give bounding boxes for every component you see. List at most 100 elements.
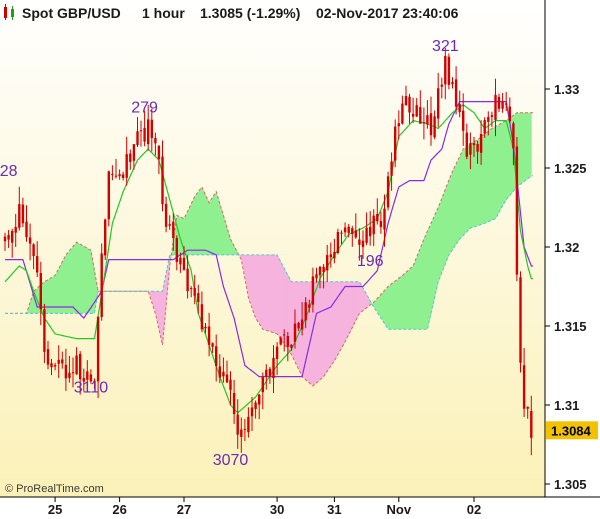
candle-body: [386, 176, 390, 208]
candle-body: [64, 364, 68, 379]
candle-body: [315, 274, 318, 279]
candle-body: [68, 372, 71, 378]
cloud-segment: [90, 250, 95, 314]
candle-body: [458, 104, 461, 113]
timeframe-label: 1 hour: [142, 5, 185, 21]
candle-body: [408, 96, 411, 113]
cloud-segment: [477, 136, 482, 226]
quote-label: 1.3085 (-1.29%): [200, 5, 300, 21]
cloud-segment: [506, 118, 511, 200]
cloud-segment: [252, 254, 256, 319]
last-price-label: 1.3084: [551, 423, 592, 438]
cloud-segment: [94, 270, 99, 314]
cloud-segment: [62, 254, 67, 314]
candle-body: [447, 56, 451, 85]
candle-body: [376, 213, 379, 222]
candle-body: [347, 226, 350, 233]
candle-body: [369, 226, 372, 237]
candle-body: [505, 103, 508, 105]
senkou-span-lines: [5, 112, 533, 387]
candle-body: [526, 406, 529, 409]
candle-body: [25, 221, 28, 238]
candle-body: [437, 88, 440, 119]
candle-body: [222, 371, 225, 377]
time-tick-label: 26: [112, 502, 126, 517]
candle-body: [462, 110, 465, 131]
candle-body: [240, 429, 243, 437]
cloud-segment: [87, 248, 92, 314]
candle-body: [487, 117, 490, 122]
candle-body: [7, 234, 10, 240]
candle-body: [129, 153, 132, 162]
cloud-segment: [205, 194, 210, 255]
time-tick-label: 27: [177, 502, 191, 517]
candle-body: [465, 132, 468, 157]
cloud-segment: [269, 254, 274, 333]
cloud-segment: [302, 281, 307, 380]
candle-body: [96, 316, 100, 382]
cloud-segment: [481, 134, 486, 225]
cloud-segment: [416, 248, 421, 330]
candle-body: [46, 349, 50, 365]
candle-body: [283, 334, 286, 336]
candle-body: [211, 343, 214, 347]
cloud-segment: [219, 203, 224, 255]
candle-body: [279, 337, 282, 345]
candle-body: [100, 253, 103, 317]
cloud-segment: [409, 266, 414, 330]
candle-body: [519, 277, 522, 363]
candle-body: [243, 428, 247, 430]
candle-body: [479, 134, 483, 153]
candle-body: [490, 115, 494, 117]
candle-body: [79, 354, 82, 380]
cloud-segment: [216, 191, 221, 255]
candle-body: [275, 346, 279, 359]
cloud-segment: [327, 281, 332, 372]
candle-body: [272, 357, 275, 379]
candle-body: [93, 380, 96, 382]
candle-body: [215, 346, 218, 367]
time-tick-label: 02: [467, 502, 481, 517]
cloud-segment: [377, 294, 382, 319]
price-tick-label: 1.33: [554, 82, 579, 97]
candle-body: [311, 276, 315, 305]
candle-body: [394, 126, 397, 161]
cloud-segment: [277, 254, 282, 339]
candle-body: [193, 288, 196, 296]
candle-body: [154, 137, 157, 144]
candle-body: [451, 82, 454, 85]
cloud-segment: [330, 281, 335, 366]
cloud-segment: [316, 281, 321, 383]
cloud-segment: [305, 281, 310, 383]
cloud-segment: [466, 144, 471, 232]
candle-body: [401, 103, 404, 124]
candle-body: [444, 55, 447, 85]
cloud-segment: [441, 189, 446, 273]
candle-body: [333, 251, 336, 259]
candle-body: [494, 94, 497, 120]
candle-body: [508, 106, 511, 122]
cloud-segment: [384, 286, 389, 330]
candle-body: [204, 326, 207, 329]
cloud-segment: [312, 281, 317, 386]
candle-body: [329, 254, 332, 258]
cloud-segment: [359, 281, 364, 314]
cloud-segment: [524, 112, 529, 182]
cloud-segment: [406, 269, 410, 330]
cloud-segment: [452, 163, 457, 250]
candle-body: [161, 156, 164, 205]
cloud-segment: [194, 191, 199, 255]
prorealtime-credit: © ProRealTime.com: [5, 483, 104, 495]
price-tick-label: 1.32: [554, 240, 579, 255]
senkou-span-a-line: [5, 112, 533, 387]
candle-body: [121, 174, 125, 178]
candle-body: [175, 238, 178, 262]
cloud-segment: [413, 257, 418, 330]
annotation-label: 3110: [74, 379, 109, 396]
candle-body: [268, 368, 272, 377]
candle-body: [390, 161, 393, 176]
candle-body: [218, 366, 221, 378]
annotation-label: 321: [432, 38, 459, 55]
candle-body: [3, 236, 7, 242]
